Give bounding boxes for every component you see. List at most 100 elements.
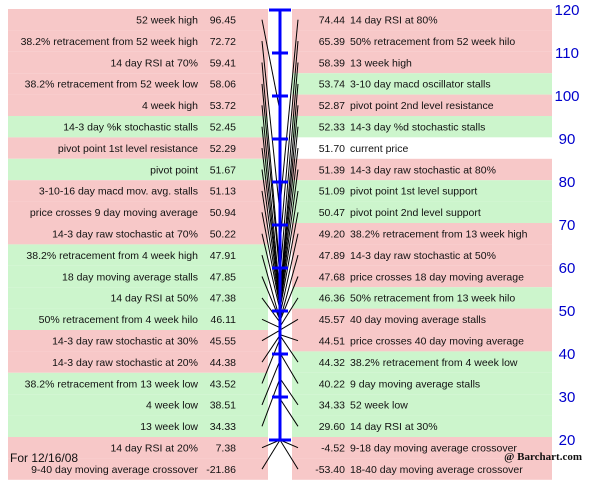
left-row-value: 53.72 <box>210 100 236 112</box>
right-row-value: 49.20 <box>319 229 345 241</box>
right-connector-line <box>279 62 299 275</box>
right-row-value: 50.47 <box>319 207 345 219</box>
left-row-value: 47.85 <box>210 271 236 283</box>
right-connector-line <box>279 398 299 427</box>
left-connector-line <box>261 360 281 406</box>
left-row-band <box>8 265 268 288</box>
right-row-band <box>292 94 552 116</box>
left-row-band <box>8 415 268 437</box>
right-row-band <box>292 458 552 480</box>
left-connector-line <box>261 334 281 363</box>
left-row-band <box>8 394 268 416</box>
right-row-band <box>292 73 552 95</box>
right-row-label: 38.2% retracement from 13 week high <box>350 229 528 241</box>
right-row-band <box>292 201 552 223</box>
left-row-value: 51.13 <box>210 186 236 198</box>
left-row-value: 46.11 <box>211 314 237 326</box>
right-row-value: 40.22 <box>319 378 345 390</box>
footer-brand: @ Barchart.com <box>504 451 582 463</box>
right-row-band <box>292 137 552 159</box>
left-row-label: 13 week low <box>140 421 198 433</box>
left-row-band <box>8 287 268 309</box>
right-row-value: 44.32 <box>319 357 345 369</box>
right-row-value: -4.52 <box>321 443 345 455</box>
left-row-label: 3-10-16 day macd mov. avg. stalls <box>39 186 198 198</box>
left-connector-line <box>261 297 281 323</box>
left-row-band <box>8 437 268 459</box>
right-row-value: 51.39 <box>319 164 345 176</box>
left-row-label: 14 day RSI at 20% <box>110 443 198 455</box>
left-row-value: 52.45 <box>210 122 236 134</box>
left-row-value: 51.67 <box>210 164 236 176</box>
left-row-value: 50.94 <box>210 207 236 219</box>
right-row-value: 34.33 <box>319 400 345 412</box>
left-row-label: 50% retracement from 4 week hilo <box>39 314 198 326</box>
left-row-label: price crosses 9 day moving average <box>30 207 198 219</box>
left-row-label: 4 week high <box>142 100 198 112</box>
right-row-value: 51.09 <box>319 186 345 198</box>
left-row-band <box>8 330 268 352</box>
left-row-label: pivot point <box>150 164 198 176</box>
right-row-label: 9-18 day moving average crossover <box>350 443 517 455</box>
right-row-label: 14-3 day raw stochastic at 80% <box>350 164 496 176</box>
left-connector-line <box>261 148 281 302</box>
price-axis <box>269 8 291 442</box>
left-row-label: 38.2% retracement from 52 week high <box>21 36 199 48</box>
left-row-label: 38.2% retracement from 13 week low <box>25 378 199 390</box>
left-row-value: 7.38 <box>216 443 237 455</box>
left-row-band <box>8 158 268 181</box>
left-row-band <box>8 308 268 330</box>
right-connector-line <box>279 212 299 310</box>
right-row-value: 45.57 <box>319 314 345 326</box>
left-row-band <box>8 244 268 266</box>
left-connector-line <box>261 318 281 329</box>
right-row-label: price crosses 18 day moving average <box>350 271 524 283</box>
left-row-label: 4 week low <box>146 400 198 412</box>
left-connector-line <box>261 83 281 277</box>
left-connector-line <box>261 105 281 296</box>
right-row-band <box>292 51 552 74</box>
right-row-value: 65.39 <box>319 36 345 48</box>
left-connector-line <box>261 338 281 384</box>
right-row-label: 13 week high <box>350 57 412 69</box>
right-connector-line <box>279 41 299 245</box>
right-row-band <box>292 351 552 373</box>
axis-tick-label: 110 <box>555 45 579 62</box>
axis-tick-label: 70 <box>559 217 576 234</box>
left-row-label: 18 day moving average stalls <box>62 271 198 283</box>
right-row-value: 58.39 <box>319 57 345 69</box>
right-row-label: 14 day RSI at 80% <box>350 15 438 27</box>
left-row-label: 14-3 day %k stochastic stalls <box>63 122 198 134</box>
left-row-value: 44.38 <box>210 357 236 369</box>
right-connector-line <box>279 276 299 322</box>
right-row-band <box>292 180 552 202</box>
right-row-band <box>292 394 552 416</box>
right-row-band <box>292 116 552 138</box>
left-row-band <box>8 116 268 138</box>
left-row-label: 38.2% retracement from 52 week low <box>25 79 199 91</box>
right-row-band <box>292 223 552 245</box>
right-connector-line <box>279 297 299 327</box>
left-row-value: 72.72 <box>210 36 236 48</box>
right-row-label: 50% retracement from 52 week hilo <box>350 36 515 48</box>
right-row-value: 74.44 <box>319 15 345 27</box>
left-row-label: 52 week high <box>136 15 198 27</box>
right-row-band <box>292 287 552 309</box>
right-row-value: 51.70 <box>319 143 345 155</box>
right-row-label: 52 week low <box>350 400 408 412</box>
left-row-label: 14 day RSI at 50% <box>110 293 198 305</box>
left-row-value: 52.29 <box>210 143 236 155</box>
axis-tick-label: 20 <box>559 432 576 449</box>
left-row-band <box>8 458 268 480</box>
right-row-band <box>292 9 552 31</box>
right-connector-line <box>279 318 299 331</box>
left-row-value: 58.06 <box>210 79 236 91</box>
left-connector-line <box>261 378 281 427</box>
right-row-label: 14-3 day raw stochastic at 50% <box>350 250 496 262</box>
right-row-band <box>292 372 552 395</box>
right-row-label: 50% retracement from 13 week hilo <box>350 293 515 305</box>
left-row-value: 47.91 <box>210 250 236 262</box>
left-row-value: 59.41 <box>210 57 236 69</box>
right-row-value: -53.40 <box>315 464 345 476</box>
right-connector-line <box>279 148 299 304</box>
